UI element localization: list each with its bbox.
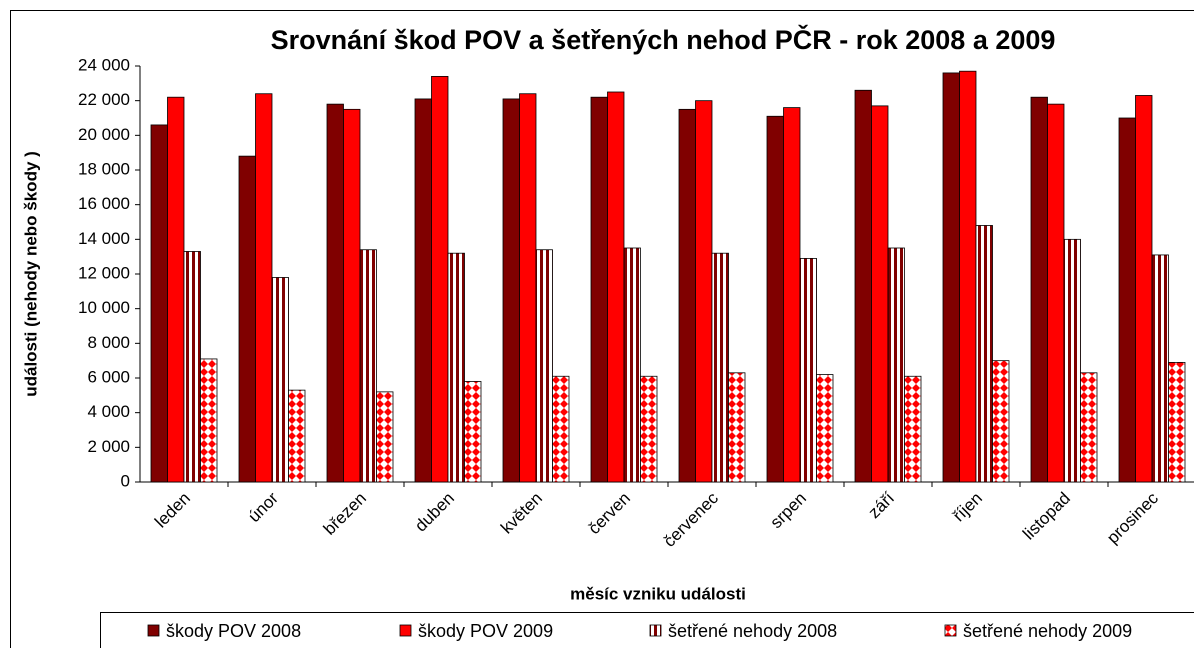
bar (1063, 238, 1081, 483)
legend-swatch (944, 624, 957, 637)
bar (1047, 103, 1065, 483)
bar (590, 96, 608, 483)
bar (607, 91, 625, 483)
bar (728, 372, 746, 483)
bar (1030, 96, 1048, 483)
legend-swatch (649, 624, 662, 637)
y-tick-label: 20 000 (78, 125, 130, 144)
y-tick-label: 0 (121, 471, 130, 490)
y-tick-label: 12 000 (78, 263, 130, 282)
bar (343, 108, 361, 483)
bar (535, 249, 553, 483)
bar (942, 72, 960, 483)
x-tick-label: leden (151, 489, 194, 532)
x-tick-label: prosinec (1103, 488, 1162, 547)
bar (854, 89, 872, 483)
y-tick-label: 6 000 (87, 367, 130, 386)
bar (431, 76, 449, 483)
bar (359, 249, 377, 483)
y-tick-label: 2 000 (87, 437, 130, 456)
bar (167, 96, 185, 483)
bar (183, 251, 201, 483)
bar (1151, 254, 1169, 483)
bar (502, 98, 520, 483)
chart-frame (10, 10, 1194, 648)
bar (519, 93, 537, 483)
bar (887, 247, 905, 483)
x-tick-label: březen (320, 489, 370, 539)
bar (464, 381, 482, 483)
legend-box (100, 612, 1194, 648)
bar (904, 375, 922, 483)
x-tick-label: květen (497, 489, 546, 538)
legend-swatch (147, 624, 160, 637)
bar (678, 108, 696, 483)
bar (766, 115, 784, 483)
x-tick-label: září (865, 488, 899, 522)
bar (238, 155, 256, 483)
legend-label: šetřené nehody 2009 (963, 621, 1132, 641)
bar (992, 360, 1010, 483)
y-tick-label: 16 000 (78, 194, 130, 213)
x-tick-label: srpen (766, 489, 810, 533)
y-tick-label: 18 000 (78, 159, 130, 178)
bar (255, 93, 273, 483)
bar (376, 391, 394, 483)
bar (326, 103, 344, 483)
y-tick-label: 8 000 (87, 333, 130, 352)
bar (1118, 117, 1136, 483)
x-tick-label: duben (411, 489, 458, 536)
y-tick-label: 4 000 (87, 402, 130, 421)
bar (200, 358, 218, 483)
bar (1080, 372, 1098, 483)
bar (1168, 361, 1186, 483)
bar (783, 107, 801, 483)
bar (288, 389, 306, 483)
bar (150, 124, 168, 483)
legend-label: škody POV 2009 (418, 621, 553, 641)
bar (552, 375, 570, 483)
bar (871, 105, 889, 483)
bar (1135, 95, 1153, 483)
bar (640, 375, 658, 483)
x-tick-label: únor (245, 488, 283, 526)
y-tick-label: 22 000 (78, 90, 130, 109)
bar (816, 374, 834, 483)
bar (271, 277, 289, 483)
bar (695, 100, 713, 483)
x-tick-label: říjen (949, 489, 986, 526)
bar (711, 252, 729, 483)
legend-swatch (399, 624, 412, 637)
bar (959, 70, 977, 483)
y-tick-label: 10 000 (78, 298, 130, 317)
legend-label: šetřené nehody 2008 (668, 621, 837, 641)
x-tick-label: červen (584, 489, 634, 539)
x-tick-label: listopad (1019, 489, 1074, 544)
y-tick-label: 14 000 (78, 229, 130, 248)
bar (975, 225, 993, 483)
y-tick-label: 24 000 (78, 55, 130, 74)
bar (447, 252, 465, 483)
x-tick-label: červenec (660, 488, 723, 551)
bar (623, 247, 641, 483)
x-axis-label: měsíc vzniku události (570, 584, 746, 603)
bar (414, 98, 432, 483)
chart-title: Srovnání škod POV a šetřených nehod PČR … (271, 24, 1056, 55)
bar (799, 257, 817, 483)
y-axis-label: události (nehody nebo škody ) (21, 151, 40, 397)
legend-label: škody POV 2008 (166, 621, 301, 641)
